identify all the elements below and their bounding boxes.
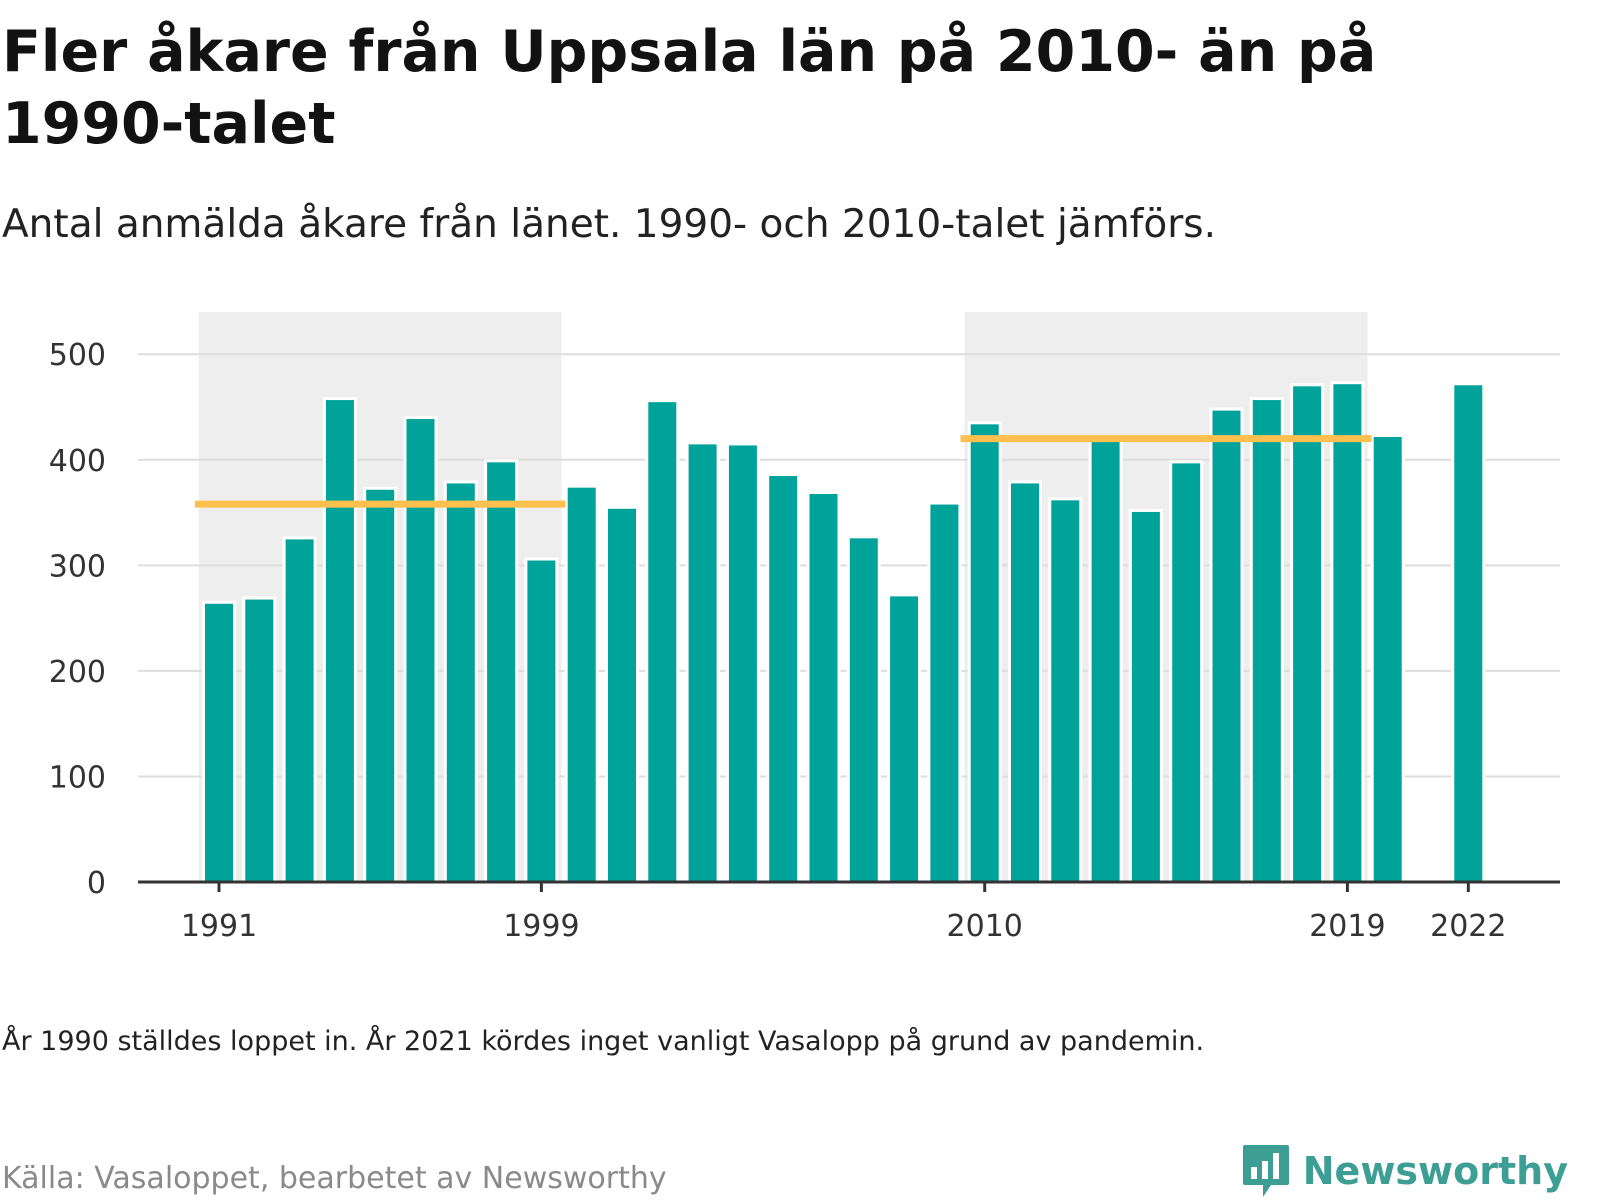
average-lines bbox=[194, 435, 1372, 508]
chart-subtitle: Antal anmälda åkare från länet. 1990- oc… bbox=[2, 202, 1217, 247]
bar-1999 bbox=[524, 557, 559, 884]
bar-2001 bbox=[605, 505, 639, 884]
y-tick-label: 300 bbox=[49, 549, 106, 584]
bar-1991 bbox=[202, 600, 236, 884]
bar-1995 bbox=[363, 486, 398, 884]
bar-2018 bbox=[1290, 383, 1325, 884]
x-tick-label: 1999 bbox=[503, 909, 579, 944]
chart-title: Fler åkare från Uppsala län på 2010- än … bbox=[2, 19, 1377, 157]
chart-bubble-icon bbox=[1242, 1145, 1289, 1197]
bar-1993 bbox=[282, 536, 317, 884]
bar-2013 bbox=[1088, 436, 1123, 884]
source-credit: Källa: Vasaloppet, bearbetet av Newswort… bbox=[2, 1161, 667, 1196]
bar-2000 bbox=[564, 484, 599, 884]
bar-2012 bbox=[1048, 497, 1083, 884]
bar-1992 bbox=[242, 596, 277, 884]
bar-2016 bbox=[1209, 407, 1244, 884]
bar-2019 bbox=[1330, 381, 1365, 884]
bar-1998 bbox=[484, 459, 519, 884]
bar-2011 bbox=[1008, 480, 1042, 884]
bar-1994 bbox=[322, 397, 357, 884]
bar-2007 bbox=[846, 535, 881, 884]
y-tick-label: 0 bbox=[87, 866, 106, 901]
x-tick-label: 2022 bbox=[1430, 909, 1506, 944]
bar-1997 bbox=[443, 480, 478, 884]
bar-2022 bbox=[1451, 382, 1486, 884]
y-tick-label: 400 bbox=[49, 444, 106, 479]
newsworthy-logo: Newsworthy bbox=[1241, 1143, 1568, 1199]
bar-2005 bbox=[766, 473, 801, 884]
y-axis: 0 100 200 300 400 500 bbox=[49, 338, 106, 901]
x-tick-label: 2019 bbox=[1309, 909, 1385, 944]
y-tick-label: 100 bbox=[49, 760, 106, 795]
bar-2010 bbox=[967, 421, 1002, 884]
bar-2014 bbox=[1128, 508, 1163, 884]
x-axis: 1991 1999 2010 2019 2022 bbox=[138, 880, 1560, 944]
x-tick-label: 2010 bbox=[947, 909, 1023, 944]
footnote: År 1990 ställdes loppet in. År 2021 körd… bbox=[2, 1026, 1205, 1057]
bar-2008 bbox=[887, 593, 922, 884]
bar-2006 bbox=[806, 491, 841, 884]
y-tick-label: 200 bbox=[49, 655, 106, 690]
bars bbox=[202, 381, 1486, 884]
bar-2004 bbox=[725, 442, 760, 884]
bar-2009 bbox=[927, 501, 962, 884]
bar-1996 bbox=[403, 416, 438, 884]
bar-2017 bbox=[1249, 397, 1284, 884]
bar-chart: 1991 1999 2010 2019 2022 0 100 200 300 400 500 bbox=[49, 312, 1560, 944]
bar-2003 bbox=[685, 441, 720, 884]
bar-2020 bbox=[1370, 434, 1405, 884]
bar-2002 bbox=[645, 399, 680, 884]
x-tick-label: 1991 bbox=[181, 909, 257, 944]
bar-2015 bbox=[1169, 460, 1204, 884]
y-tick-label: 500 bbox=[49, 338, 106, 373]
logo-text: Newsworthy bbox=[1302, 1149, 1568, 1193]
